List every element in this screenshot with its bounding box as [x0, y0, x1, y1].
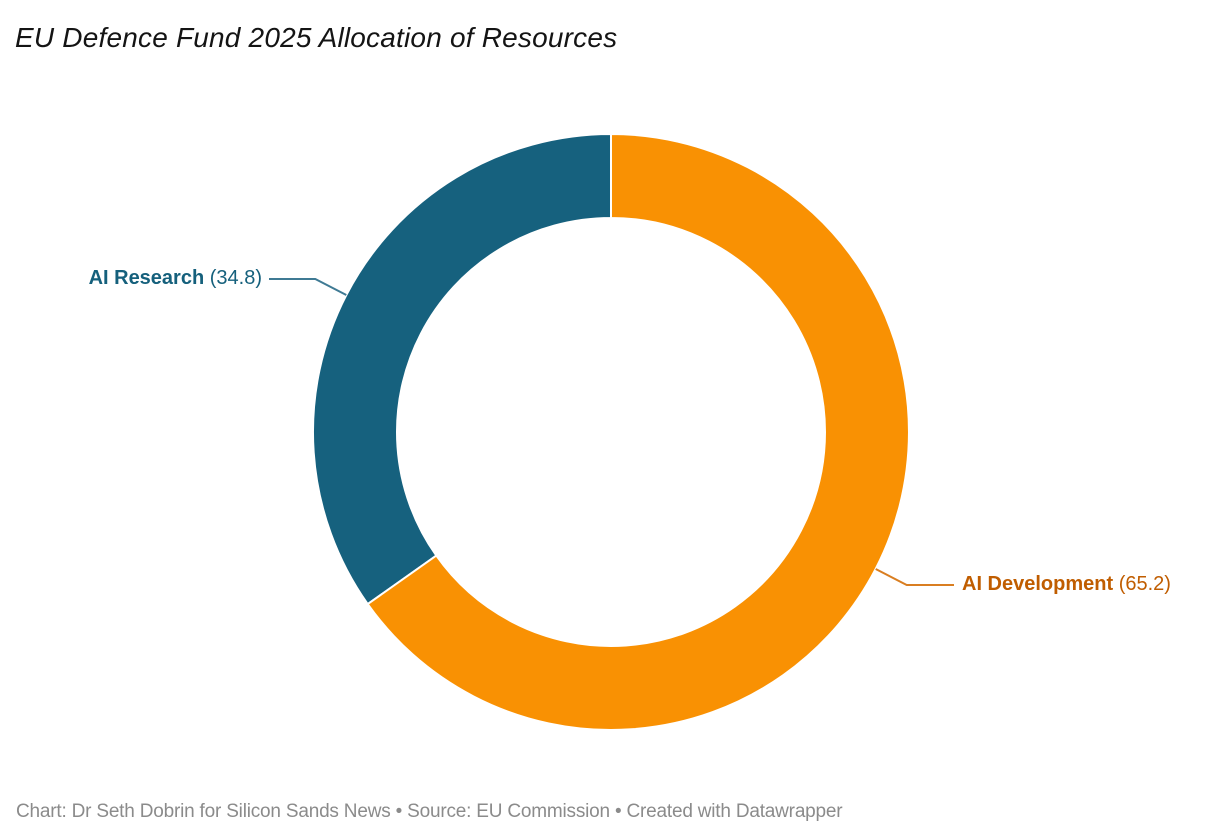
slice-label: AI Research [88, 267, 205, 289]
callout-line-ai-development [875, 568, 954, 586]
callout-line-ai-research [269, 278, 347, 296]
slice-value: (34.8) [209, 267, 262, 289]
slice-callout-ai-research: AI Research (34.8) [0, 266, 262, 290]
slice-ai-development[interactable] [366, 132, 910, 731]
chart-title: EU Defence Fund 2025 Allocation of Resou… [15, 22, 618, 53]
slice-label: AI Development [962, 573, 1114, 595]
chart-footer: Chart: Dr Seth Dobrin for Silicon Sands … [16, 801, 843, 822]
slice-callout-ai-development: AI Development (65.2) [962, 572, 1171, 596]
slice-ai-research[interactable] [311, 132, 612, 606]
slice-value: (65.2) [1118, 573, 1171, 595]
